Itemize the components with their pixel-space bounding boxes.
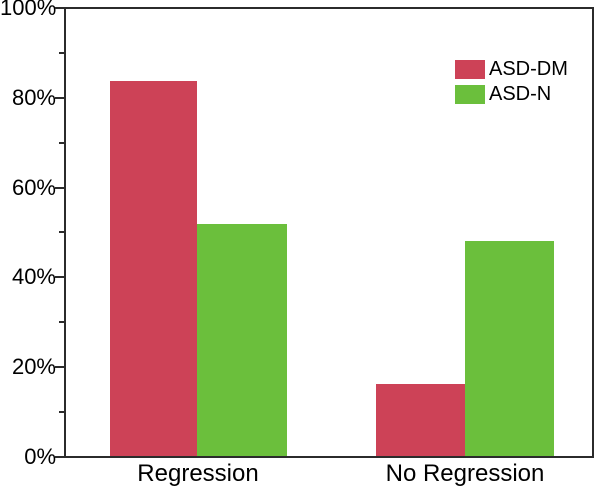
y-tick-label-80: 80% <box>11 85 56 110</box>
y-tick-label-20: 20% <box>11 354 56 379</box>
bar-regression-asd-dm <box>110 80 197 456</box>
y-major-tick <box>55 97 64 99</box>
y-major-tick <box>55 187 64 189</box>
bar-no-regression-asd-n <box>465 241 554 456</box>
y-minor-tick <box>59 52 64 54</box>
legend: ASD-DM ASD-N <box>455 59 568 104</box>
y-major-tick <box>55 366 64 368</box>
bar-no-regression-asd-dm <box>376 384 465 456</box>
bar-regression-asd-n <box>197 223 287 456</box>
legend-label-asd-n: ASD-N <box>489 83 552 105</box>
legend-swatch-asd-dm <box>455 59 485 79</box>
y-tick-label-40: 40% <box>11 264 56 289</box>
legend-swatch-asd-n <box>455 84 485 104</box>
x-category-label-regression: Regression <box>137 460 259 487</box>
legend-item-asd-n: ASD-N <box>455 84 568 104</box>
plot-area <box>64 7 594 458</box>
legend-item-asd-dm: ASD-DM <box>455 59 568 79</box>
legend-label-asd-dm: ASD-DM <box>489 58 568 80</box>
x-category-label-no-regression: No Regression <box>385 460 545 487</box>
y-minor-tick <box>59 142 64 144</box>
y-tick-label-0: 0% <box>24 444 56 469</box>
y-major-tick <box>55 7 64 9</box>
y-tick-label-60: 60% <box>11 175 56 200</box>
y-minor-tick <box>59 321 64 323</box>
y-major-tick <box>55 276 64 278</box>
y-major-tick <box>55 456 64 458</box>
y-minor-tick <box>59 411 64 413</box>
y-minor-tick <box>59 231 64 233</box>
y-tick-label-100: 100% <box>0 0 57 20</box>
plot-inner <box>66 9 592 456</box>
